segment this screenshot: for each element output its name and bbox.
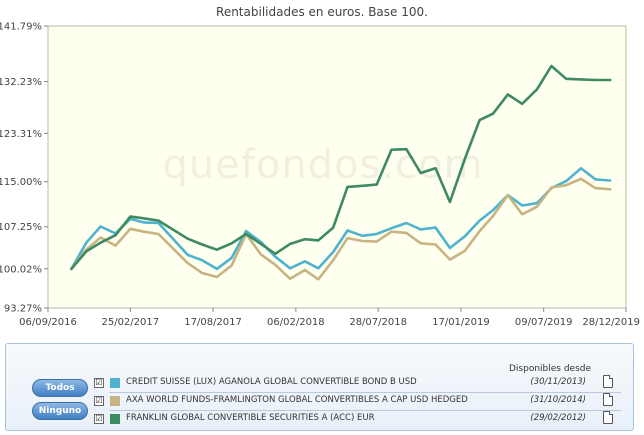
y-tick-label: 115.00% bbox=[0, 177, 42, 188]
y-tick-label: 93.27% bbox=[4, 304, 42, 315]
document-icon[interactable] bbox=[603, 411, 613, 424]
series-line-3 bbox=[70, 64, 612, 271]
legend-panel: Disponibles desde Todos Ninguno ☑ CREDIT… bbox=[5, 343, 634, 431]
legend-header-available-since: Disponibles desde bbox=[509, 364, 592, 374]
series-color-swatch bbox=[110, 414, 120, 424]
x-tick-label: 17/08/2017 bbox=[184, 317, 242, 328]
row-divider bbox=[109, 410, 621, 411]
series-checkbox[interactable]: ☑ bbox=[94, 378, 104, 388]
legend-row-franklin: ☑ FRANKLIN GLOBAL CONVERTIBLE SECURITIES… bbox=[94, 411, 624, 426]
watermark-text: quefondos.com bbox=[162, 142, 483, 188]
series-line-2 bbox=[70, 177, 612, 281]
series-color-swatch bbox=[110, 396, 120, 406]
available-since-date: (29/02/2012) bbox=[530, 413, 586, 423]
x-tick-label: 09/07/2019 bbox=[515, 317, 573, 328]
series-checkbox[interactable]: ☑ bbox=[94, 396, 104, 406]
available-since-date: (30/11/2013) bbox=[530, 377, 586, 387]
document-icon[interactable] bbox=[603, 375, 613, 388]
legend-row-axa: ☑ AXA WORLD FUNDS-FRAMLINGTON GLOBAL CON… bbox=[94, 393, 624, 408]
x-tick-label: 17/01/2019 bbox=[432, 317, 490, 328]
legend-row-credit-suisse: ☑ CREDIT SUISSE (LUX) AGANOLA GLOBAL CON… bbox=[94, 375, 624, 390]
x-tick-label: 28/12/2019 bbox=[582, 317, 640, 328]
series-name: AXA WORLD FUNDS-FRAMLINGTON GLOBAL CONVE… bbox=[126, 395, 468, 405]
y-tick-label: 123.31% bbox=[0, 129, 42, 140]
available-since-date: (31/10/2014) bbox=[530, 395, 586, 405]
x-tick-label: 06/09/2016 bbox=[19, 317, 77, 328]
row-divider bbox=[109, 392, 621, 393]
line-chart: quefondos.com 93.27% 100.02% 107.25% 115.00… bbox=[0, 22, 640, 329]
select-all-button[interactable]: Todos bbox=[32, 379, 88, 397]
series-color-swatch bbox=[110, 378, 120, 388]
document-icon[interactable] bbox=[603, 393, 613, 406]
plot-area bbox=[47, 25, 627, 309]
y-tick-label: 107.25% bbox=[0, 222, 42, 233]
y-tick-label: 100.02% bbox=[0, 264, 42, 275]
chart-title: Rentabilidades en euros. Base 100. bbox=[216, 5, 428, 19]
x-tick-label: 25/02/2017 bbox=[101, 317, 159, 328]
series-checkbox[interactable]: ☑ bbox=[94, 414, 104, 424]
series-name: FRANKLIN GLOBAL CONVERTIBLE SECURITIES A… bbox=[126, 413, 375, 423]
series-line-1 bbox=[70, 167, 612, 271]
x-tick-label: 06/02/2018 bbox=[267, 317, 325, 328]
select-none-button[interactable]: Ninguno bbox=[32, 402, 88, 420]
y-tick-label: 132.23% bbox=[0, 77, 42, 88]
series-name: CREDIT SUISSE (LUX) AGANOLA GLOBAL CONVE… bbox=[126, 377, 417, 387]
x-tick-label: 28/07/2018 bbox=[349, 317, 407, 328]
y-tick-label: 141.79% bbox=[0, 22, 42, 33]
